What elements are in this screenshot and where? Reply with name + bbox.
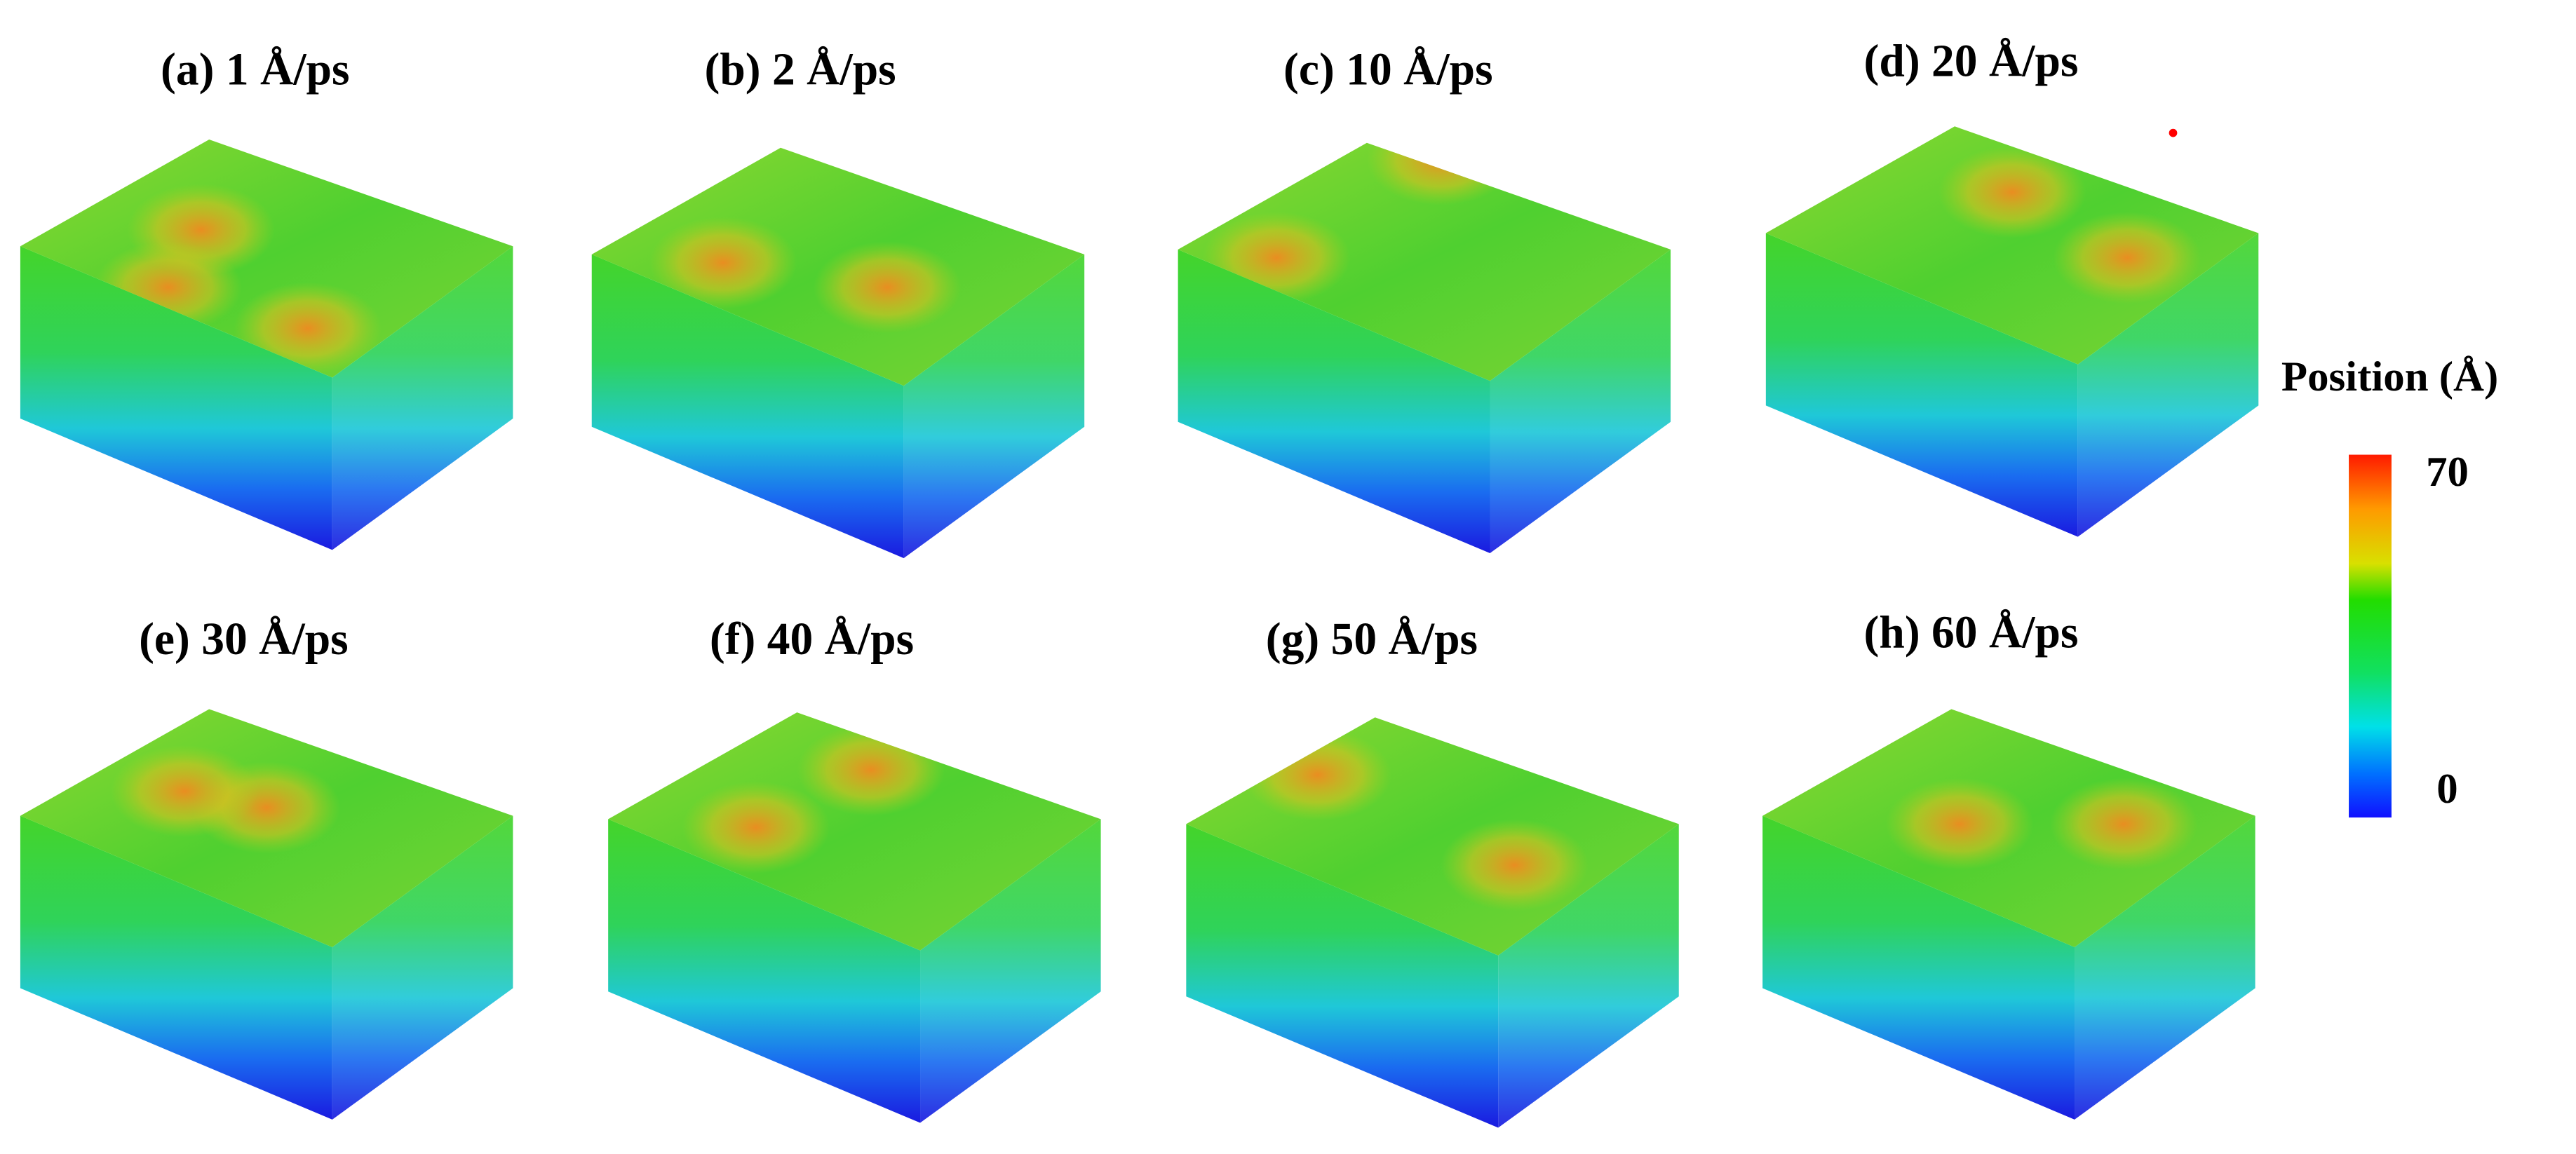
hotspots	[1938, 146, 2201, 304]
colorbar	[2349, 454, 2392, 818]
atom-block	[1765, 126, 2259, 537]
block-left-face	[1186, 824, 1499, 1128]
marker-dot	[2169, 128, 2178, 137]
hotspot	[2053, 212, 2201, 304]
block-right-face	[332, 815, 513, 1120]
hotspot	[1243, 728, 1392, 821]
atom-block	[1178, 142, 1671, 554]
panel-title: (d) 20 Å/ps	[1864, 36, 2079, 87]
hotspot	[813, 241, 962, 334]
hotspot	[1885, 778, 2034, 870]
block-right-face	[332, 246, 513, 550]
block-left-face	[591, 254, 904, 559]
hotspot	[1366, 142, 1515, 205]
hotspots	[649, 217, 962, 334]
hotspots	[110, 745, 341, 854]
atom-block	[608, 712, 1101, 1123]
hotspot	[234, 282, 382, 374]
block-right-face	[1498, 824, 1679, 1128]
hotspots	[1243, 728, 1589, 911]
block-top-face	[608, 712, 1101, 951]
colorbar-tick-label: 0	[2436, 766, 2457, 813]
hotspot	[649, 217, 797, 309]
panel-title: (g) 50 Å/ps	[1266, 614, 1478, 665]
panel-title: (b) 2 Å/ps	[705, 44, 896, 95]
atom-block	[1186, 717, 1679, 1128]
panel-title: (e) 30 Å/ps	[139, 614, 349, 665]
panel-title: (f) 40 Å/ps	[710, 614, 914, 665]
block-left-face	[1762, 815, 2075, 1120]
block-left-face	[20, 246, 332, 550]
hotspot	[1441, 819, 1589, 911]
panel-title: (c) 10 Å/ps	[1283, 44, 1493, 95]
block-right-face	[2077, 233, 2259, 537]
colorbar-title: Position (Å)	[2281, 353, 2498, 400]
panel-title: (h) 60 Å/ps	[1864, 608, 2079, 658]
panel-title: (a) 1 Å/ps	[161, 44, 350, 95]
block-top-face	[1765, 126, 2259, 365]
block-left-face	[608, 819, 921, 1123]
atom-block	[20, 709, 513, 1120]
block-top-face	[20, 140, 513, 378]
block-top-face	[1178, 142, 1671, 381]
atom-block	[591, 147, 1085, 559]
block-left-face	[1765, 233, 2078, 537]
hotspot	[797, 724, 945, 816]
hotspots	[94, 184, 382, 374]
block-right-face	[920, 819, 1101, 1123]
hotspot	[2049, 778, 2198, 870]
colorbar-tick-label: 70	[2426, 449, 2469, 496]
hotspot	[110, 745, 259, 838]
block-right-face	[903, 254, 1085, 559]
block-left-face	[20, 815, 332, 1120]
block-right-face	[2075, 815, 2255, 1120]
hotspot	[682, 781, 830, 874]
hotspots	[1885, 778, 2198, 870]
atom-block	[1762, 709, 2255, 1120]
block-left-face	[1178, 249, 1490, 554]
block-right-face	[1490, 249, 1671, 554]
atom-block	[20, 140, 513, 550]
hotspot	[1938, 146, 2086, 238]
